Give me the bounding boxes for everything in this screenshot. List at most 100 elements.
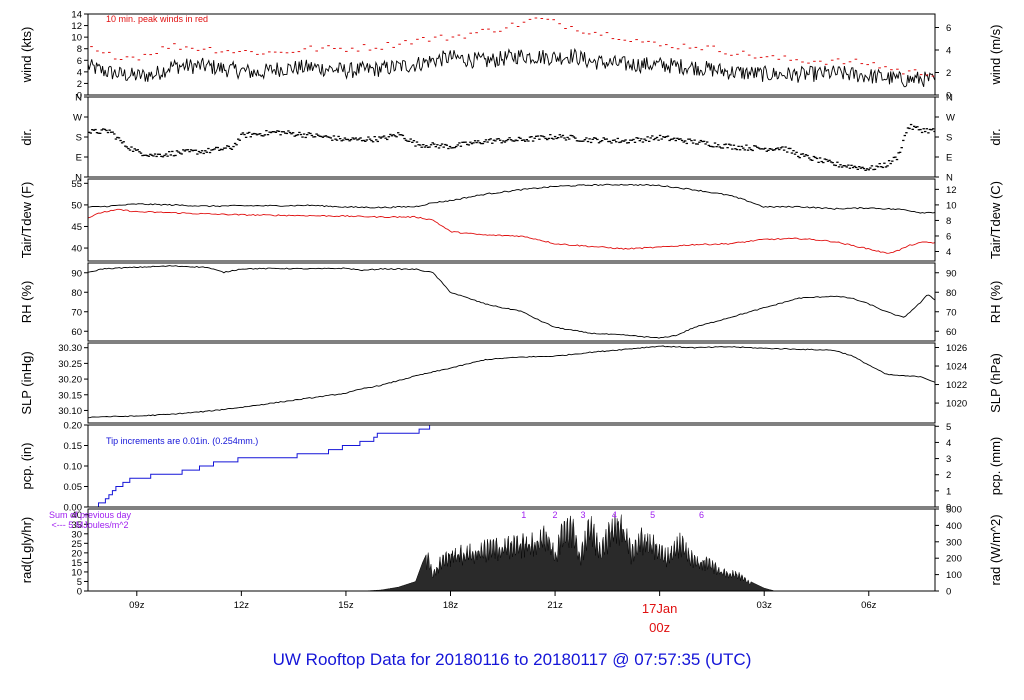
dir-point xyxy=(886,165,889,167)
dir-point xyxy=(721,147,725,149)
dir-point xyxy=(815,157,819,160)
dir-point xyxy=(723,143,726,146)
dir-point xyxy=(478,142,481,144)
right-tick-label: 4 xyxy=(946,46,951,57)
dir-point xyxy=(208,151,212,154)
dir-point xyxy=(271,131,274,133)
dir-point xyxy=(781,146,784,148)
dir-point xyxy=(569,134,572,137)
dir-point xyxy=(823,158,826,160)
dir-point xyxy=(136,149,139,151)
dir-point xyxy=(658,134,662,137)
dir-point xyxy=(175,150,179,152)
dir-point xyxy=(149,153,152,155)
dir-point xyxy=(375,139,378,141)
dir-point xyxy=(172,155,176,157)
dir-point xyxy=(312,136,315,138)
dir-point xyxy=(163,154,166,157)
dir-point xyxy=(585,137,588,139)
dir-point xyxy=(635,137,638,139)
dir-point xyxy=(360,140,364,142)
dir-point xyxy=(384,137,387,139)
left-tick-label: 12 xyxy=(71,21,82,32)
dir-point xyxy=(782,149,786,151)
time-axis: 09z 12z 15z 18z 21z 17Jan 00z 03z 06z xyxy=(129,591,877,635)
dir-point xyxy=(359,137,362,139)
dir-point xyxy=(395,136,398,138)
dir-point xyxy=(106,131,110,134)
dir-point xyxy=(660,138,663,140)
left-tick-label: 0 xyxy=(77,91,82,102)
time-tick-label: 09z xyxy=(129,600,145,611)
dir-point xyxy=(538,138,541,140)
dir-point xyxy=(679,138,682,140)
left-axis-title: wind (kts) xyxy=(19,27,34,84)
left-tick-label: W xyxy=(73,113,82,124)
dir-point xyxy=(674,139,677,142)
dir-point xyxy=(828,159,831,161)
left-tick-label: 30.20 xyxy=(58,375,82,386)
dir-point xyxy=(925,128,928,130)
dir-point xyxy=(315,133,318,135)
dir-point xyxy=(613,139,616,141)
right-axis-title: pcp. (mm) xyxy=(988,437,1003,496)
dir-point xyxy=(560,136,563,138)
dir-point xyxy=(489,138,492,140)
dir-point xyxy=(549,134,552,136)
dir-point xyxy=(527,140,530,142)
dir-point xyxy=(572,136,576,138)
dir-point xyxy=(900,147,903,149)
dir-point xyxy=(451,147,455,149)
dir-point xyxy=(160,155,163,157)
dir-point xyxy=(646,136,649,138)
dir-point xyxy=(434,146,437,148)
dir-point xyxy=(376,140,379,143)
dir-point xyxy=(583,139,587,141)
dir-point xyxy=(445,144,448,146)
dir-point xyxy=(539,135,543,137)
dir-point xyxy=(729,144,732,146)
dir-point xyxy=(155,155,158,158)
dir-point xyxy=(226,145,229,147)
dir-point xyxy=(836,161,839,163)
dir-point xyxy=(732,144,736,146)
left-tick-label: 0.05 xyxy=(64,482,83,493)
dir-point xyxy=(114,138,118,140)
dir-point xyxy=(197,150,201,153)
dir-point xyxy=(702,140,706,142)
dir-point xyxy=(707,144,710,147)
dir-point xyxy=(726,147,729,149)
dir-point xyxy=(657,139,660,141)
dir-point xyxy=(408,140,411,142)
right-axis-title: RH (%) xyxy=(988,281,1003,324)
dir-point xyxy=(404,139,408,141)
dir-point xyxy=(116,136,119,139)
right-tick-label: 2 xyxy=(946,68,951,79)
right-tick-label: 0 xyxy=(946,587,951,598)
dir-point xyxy=(895,158,899,161)
dir-point xyxy=(746,149,750,151)
left-tick-label: N xyxy=(75,93,82,104)
dir-point xyxy=(429,144,433,146)
dir-point xyxy=(891,160,894,162)
dir-point xyxy=(906,127,910,129)
dir-point xyxy=(812,155,816,158)
right-axis-title: rad (W/m^2) xyxy=(988,514,1003,585)
dir-point xyxy=(757,147,761,149)
panel-frame xyxy=(87,13,936,96)
dir-point xyxy=(135,149,138,151)
dir-point xyxy=(288,131,292,134)
dir-point xyxy=(456,144,459,146)
dir-point xyxy=(737,145,740,147)
dir-point xyxy=(277,130,281,132)
right-tick-label: 90 xyxy=(946,268,957,279)
dir-point xyxy=(909,123,913,126)
dir-point xyxy=(411,141,414,143)
dir-point xyxy=(776,147,779,149)
slp-series-line xyxy=(88,345,935,419)
dir-point xyxy=(586,140,590,143)
left-tick-label: 30 xyxy=(71,529,82,540)
dir-point xyxy=(301,136,304,138)
dir-point xyxy=(814,156,817,159)
right-tick-label: 1020 xyxy=(946,399,967,410)
